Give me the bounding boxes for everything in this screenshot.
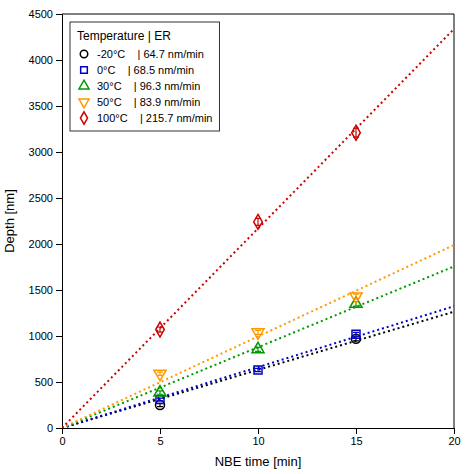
x-tick-mark: [160, 428, 161, 434]
series: [62, 266, 454, 428]
data-point: [352, 330, 360, 338]
y-tick-mark: [56, 106, 62, 107]
y-tick: 1000: [29, 330, 62, 342]
data-point: [154, 386, 166, 397]
data-point: [352, 125, 361, 140]
y-tick-label: 4000: [29, 54, 53, 66]
error-bar: [353, 294, 359, 299]
x-tick: 5: [157, 428, 163, 447]
chart: 0 5 10 15 20 0 500 1000 1500 2000 2500 3000 3500 4000…: [0, 0, 474, 474]
y-tick-mark: [56, 198, 62, 199]
legend-symbol: [79, 80, 89, 89]
x-axis: 0 5 10 15 20: [59, 428, 460, 447]
y-tick-mark: [56, 244, 62, 245]
error-bar: [157, 372, 163, 375]
y-tick: 2500: [29, 192, 62, 204]
legend-label: 30°C | 96.3 nm/min: [97, 80, 200, 92]
frame-right: [454, 14, 455, 428]
legend-label: -20°C | 64.7 nm/min: [97, 48, 204, 60]
data-point: [155, 400, 164, 409]
data-point: [350, 293, 362, 304]
legend-title: Temperature | ER: [77, 29, 171, 43]
data-point: [254, 366, 262, 374]
series: [62, 29, 454, 428]
fit-line: [62, 245, 454, 428]
x-axis-title: NBE time [min]: [215, 454, 302, 469]
y-tick-mark: [56, 336, 62, 337]
y-tick-mark: [56, 428, 62, 429]
y-tick: 4500: [29, 8, 62, 20]
y-tick-label: 0: [47, 422, 53, 434]
x-tick-mark: [454, 428, 455, 434]
y-tick-mark: [56, 382, 62, 383]
data-point: [252, 329, 264, 340]
x-axis-line: [63, 429, 455, 435]
y-tick: 4000: [29, 54, 62, 66]
x-tick: 20: [448, 428, 460, 447]
data-point: [156, 322, 165, 337]
fit-line: [62, 306, 454, 428]
y-tick: 0: [47, 422, 62, 434]
legend-label: 0°C | 68.5 nm/min: [97, 64, 194, 76]
x-tick: 10: [252, 428, 264, 447]
y-axis-title: Depth [nm]: [2, 189, 17, 253]
x-tick: 15: [350, 428, 362, 447]
legend-symbol: [79, 99, 89, 108]
y-tick-mark: [56, 290, 62, 291]
x-tick-label: 20: [448, 435, 460, 447]
fit-line: [62, 29, 454, 428]
error-bar: [353, 332, 359, 336]
fit-line: [62, 266, 454, 428]
x-tick-label: 0: [59, 435, 65, 447]
x-tick-mark: [258, 428, 259, 434]
y-axis: 0 500 1000 1500 2000 2500 3000 3500 4000 4500: [29, 8, 63, 434]
error-bar: [157, 398, 163, 401]
error-bar: [255, 347, 261, 351]
error-bar: [255, 330, 261, 334]
data-point: [252, 342, 264, 353]
data-point: [154, 370, 166, 381]
x-tick-label: 5: [157, 435, 163, 447]
x-tick: 0: [59, 428, 65, 447]
series: [62, 245, 454, 428]
data-layer: [62, 29, 454, 428]
y-tick: 2000: [29, 238, 62, 250]
y-tick-label: 2500: [29, 192, 53, 204]
y-tick: 500: [35, 376, 62, 388]
y-tick-label: 500: [35, 376, 53, 388]
y-tick: 3500: [29, 100, 62, 112]
y-tick-label: 2000: [29, 238, 53, 250]
error-bar: [157, 327, 163, 332]
y-tick-mark: [56, 60, 62, 61]
legend: Temperature | ER -20°C | 64.7 nm/min 0°C |…: [70, 22, 219, 131]
y-tick-mark: [56, 152, 62, 153]
legend-symbol: [80, 50, 87, 57]
error-bar: [255, 368, 261, 371]
legend-label: 50°C | 83.9 nm/min: [97, 96, 200, 108]
x-tick-label: 15: [350, 435, 362, 447]
legend-label: 100°C | 215.7 nm/min: [97, 112, 212, 124]
y-axis-line: [56, 15, 63, 429]
y-tick-label: 4500: [29, 8, 53, 20]
y-tick-label: 1000: [29, 330, 53, 342]
y-tick: 3000: [29, 146, 62, 158]
error-bar: [157, 391, 163, 394]
data-point: [254, 214, 263, 229]
y-tick-mark: [56, 14, 62, 15]
plot-area: 0 5 10 15 20 0 500 1000 1500 2000 2500 3000 3500 4000…: [2, 8, 461, 469]
y-tick-label: 3000: [29, 146, 53, 158]
y-tick-label: 3500: [29, 100, 53, 112]
legend-box: [70, 22, 219, 131]
legend-symbol: [81, 67, 88, 74]
x-tick-mark: [356, 428, 357, 434]
y-tick-label: 1500: [29, 284, 53, 296]
x-tick-label: 10: [252, 435, 264, 447]
frame-top: [62, 14, 454, 15]
series: [62, 306, 454, 428]
y-tick: 1500: [29, 284, 62, 296]
legend-symbol: [80, 112, 87, 124]
